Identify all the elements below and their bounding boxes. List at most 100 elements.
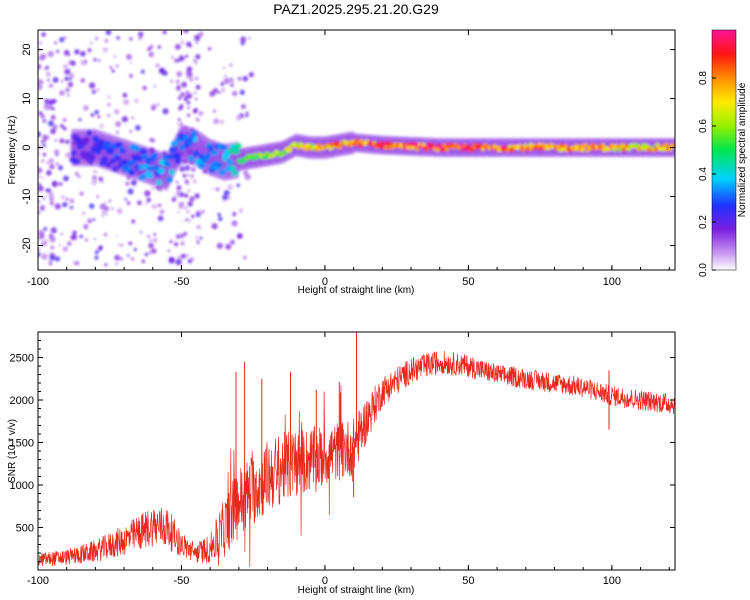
spectrogram-speckle: [114, 254, 121, 261]
spectrogram-speckle: [99, 203, 106, 210]
snr-panel: -100 -50 0 50 100 500 1000 1500 2000 2500 Height …: [7, 331, 676, 596]
spectrogram-speckle: [218, 216, 223, 222]
spectrogram-speckle: [149, 51, 154, 57]
spectrogram-speckle: [121, 116, 128, 123]
spectrogram-speckle: [197, 242, 200, 245]
spectrogram-speckle: [74, 171, 79, 176]
spectrogram-speckle: [175, 181, 179, 184]
snr-xtick-label: 0: [322, 575, 328, 587]
spectrogram-speckle: [90, 42, 93, 45]
spectrogram-speckle: [215, 187, 220, 192]
spectrogram-speckle: [41, 253, 48, 260]
spectrogram-speckle: [187, 189, 190, 192]
spectrogram-ytick-label: 0: [21, 144, 33, 150]
spectrogram-speckle: [240, 36, 247, 43]
spectrogram-speckle: [216, 242, 223, 249]
spectrogram-speckle: [196, 210, 201, 215]
spectrogram-speckle: [153, 232, 157, 236]
spectrogram-speckle: [38, 211, 41, 215]
spectrogram-speckle: [186, 66, 193, 72]
spectrogram-ridge: [156, 179, 162, 186]
figure-title: PAZ1.2025.295.21.20.G29: [273, 1, 439, 17]
spectrogram-speckle: [79, 191, 84, 196]
spectrogram-speckle: [200, 209, 205, 214]
spectrogram-speckle: [186, 113, 191, 118]
spectrogram-speckle: [176, 190, 181, 195]
spectrogram-speckle: [109, 66, 113, 69]
spectrogram-speckle: [236, 183, 241, 188]
snr-ticks: -100 -50 0 50 100 500 1000 1500 2000 2500: [10, 331, 675, 587]
spectrogram-speckle: [220, 82, 225, 86]
spectrogram-speckle: [155, 63, 161, 68]
spectrogram-speckle: [97, 115, 101, 119]
spectrogram-speckle: [49, 230, 53, 233]
spectrogram-speckle: [117, 243, 120, 246]
snr-xtick-label: 100: [603, 575, 621, 587]
spectrogram-speckle: [49, 196, 55, 202]
spectrogram-ytick-label: -20: [21, 238, 33, 254]
spectrogram-speckle: [124, 198, 127, 201]
spectrogram-speckle: [185, 194, 189, 198]
spectrogram-speckle: [43, 227, 48, 231]
spectrogram-speckle: [147, 47, 152, 51]
spectrogram-speckle: [113, 55, 117, 58]
spectrogram-speckle: [83, 224, 89, 230]
spectrogram-speckle: [244, 113, 249, 118]
spectrogram-speckle: [107, 103, 111, 106]
spectrogram-ridge: [233, 143, 242, 149]
spectrogram-speckle: [130, 257, 135, 261]
spectrogram-speckle: [181, 220, 184, 223]
spectrogram-texture: [38, 30, 675, 267]
spectrogram-speckle: [69, 205, 74, 210]
spectrogram-speckle: [183, 97, 188, 102]
spectrogram-speckle: [70, 60, 76, 66]
spectrogram-ridge: [617, 147, 623, 152]
spectrogram-speckle: [53, 149, 60, 155]
spectrogram-ridge: [580, 147, 585, 152]
spectrogram-speckle: [232, 90, 238, 97]
spectrogram-ridge: [385, 140, 390, 146]
spectrogram-speckle: [184, 206, 187, 210]
spectrogram-speckle: [67, 81, 71, 84]
spectrogram-speckle: [48, 158, 55, 164]
spectrogram-speckle: [83, 105, 89, 111]
spectrogram-speckle: [211, 223, 218, 230]
spectrogram-speckle: [135, 125, 141, 131]
spectrogram-speckle: [38, 111, 43, 116]
spectrogram-speckle: [84, 238, 89, 242]
colorbar-label: Normalized spectral amplitude: [737, 82, 748, 217]
spectrogram-speckle: [69, 198, 75, 204]
spectrogram-speckle: [105, 213, 108, 216]
spectrogram-speckle: [196, 224, 201, 230]
spectrogram-speckle: [73, 260, 78, 266]
spectrogram-speckle: [130, 179, 137, 186]
spectrogram-speckle: [54, 41, 57, 45]
spectrogram-speckle: [51, 180, 59, 188]
spectrogram-speckle: [111, 207, 114, 210]
spectrogram-speckle: [102, 47, 108, 53]
spectrogram-speckle: [65, 197, 69, 201]
spectrogram-speckle: [38, 40, 43, 46]
spectrogram-speckle: [209, 90, 216, 97]
spectrogram-speckle: [178, 203, 184, 209]
spectrogram-speckle: [217, 91, 221, 94]
spectrogram-ridge: [174, 158, 182, 165]
spectrogram-speckle: [122, 92, 128, 98]
spectrogram-speckle: [126, 54, 132, 60]
spectrogram-speckle: [107, 95, 111, 99]
spectrogram-speckle: [78, 118, 82, 122]
snr-plot-area: [38, 332, 675, 567]
spectrogram-speckle: [39, 233, 45, 240]
spectrogram-speckle: [87, 48, 92, 53]
spectrogram-speckle: [217, 212, 221, 217]
spectrogram-speckle: [248, 72, 254, 78]
spectrogram-speckle: [115, 130, 120, 135]
spectrogram-speckle: [65, 139, 70, 144]
spectrogram-xtick-label: 50: [462, 276, 474, 288]
spectrogram-speckle: [185, 54, 189, 58]
spectrogram-speckle: [38, 252, 41, 257]
spectrogram-speckle: [59, 138, 65, 144]
spectrogram-speckle: [194, 61, 198, 64]
spectrogram-speckle: [136, 200, 142, 206]
